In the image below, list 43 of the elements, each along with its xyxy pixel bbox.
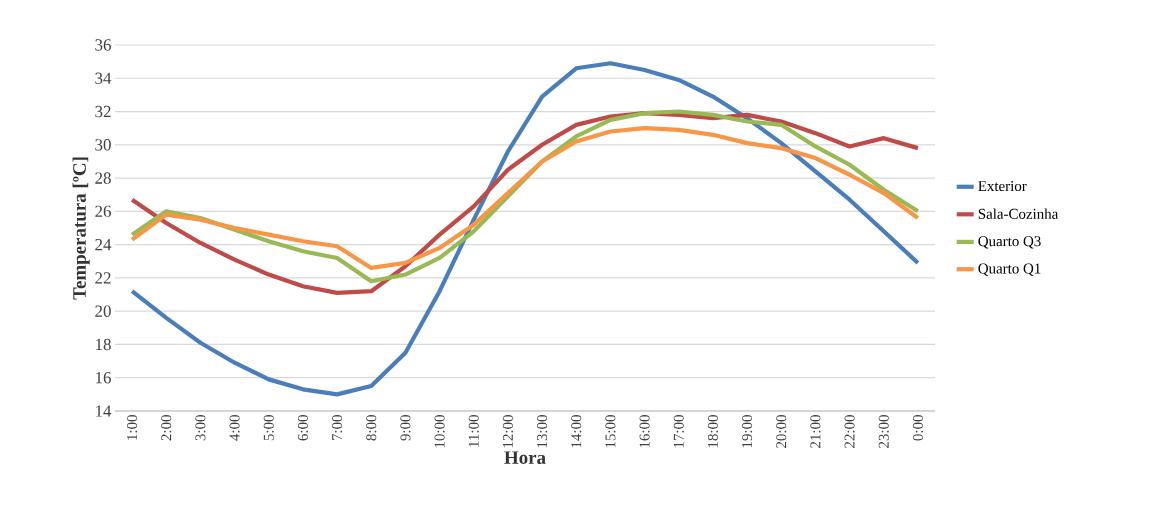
y-tick-label: 28	[95, 172, 111, 184]
x-tick-label: 15:00	[605, 415, 616, 448]
x-tick-label: 3:00	[195, 415, 206, 441]
x-tick-label: 5:00	[263, 415, 274, 441]
x-tick-label: 11:00	[468, 415, 479, 447]
x-tick-label: 9:00	[400, 415, 411, 441]
x-tick-label: 17:00	[673, 415, 684, 448]
y-tick-label: 24	[95, 239, 112, 251]
x-tick-label: 14:00	[571, 415, 582, 448]
legend-label: Quarto Q3	[978, 236, 1041, 249]
x-tick-label: 16:00	[639, 415, 650, 448]
y-tick-label: 26	[95, 205, 111, 218]
x-tick-label: 2:00	[161, 415, 172, 441]
x-tick-label: 13:00	[537, 415, 548, 448]
y-tick-label: 22	[95, 272, 111, 284]
y-tick-label: 14	[96, 405, 112, 417]
x-tick-label: 7:00	[332, 415, 343, 441]
x-tick-label: 21:00	[810, 415, 821, 448]
x-tick-label: 22:00	[844, 415, 855, 448]
x-tick-label: 6:00	[297, 415, 309, 441]
x-tick-label: 19:00	[742, 415, 753, 448]
x-tick-label: 4:00	[229, 415, 240, 441]
y-tick-label: 20	[95, 305, 111, 317]
x-tick-label: 1:00	[127, 415, 138, 440]
y-tick-label: 18	[96, 338, 111, 351]
x-tick-label: 12:00	[502, 415, 514, 448]
line-series	[130, 61, 921, 397]
x-tick-label: 8:00	[366, 415, 377, 441]
y-axis-title: Temperatura [ºC]	[72, 157, 90, 300]
y-tick-label: 30	[95, 139, 111, 151]
x-tick-label: 18:00	[707, 415, 719, 448]
y-tick-label: 36	[95, 39, 111, 51]
x-tick-label: 0:00	[912, 415, 924, 441]
y-tick-label: 34	[95, 72, 112, 84]
legend-label: Sala-Cozinha	[978, 208, 1059, 219]
x-tick-label: 23:00	[878, 415, 889, 448]
x-axis-title: Hora	[504, 451, 546, 464]
x-tick-label: 10:00	[434, 415, 445, 448]
legend-label: Quarto Q1	[978, 263, 1041, 276]
x-tick-label: 20:00	[776, 415, 787, 448]
y-tick-label: 32	[95, 105, 111, 118]
y-tick-label: 16	[96, 372, 111, 384]
legend-label: Exterior	[978, 181, 1027, 192]
